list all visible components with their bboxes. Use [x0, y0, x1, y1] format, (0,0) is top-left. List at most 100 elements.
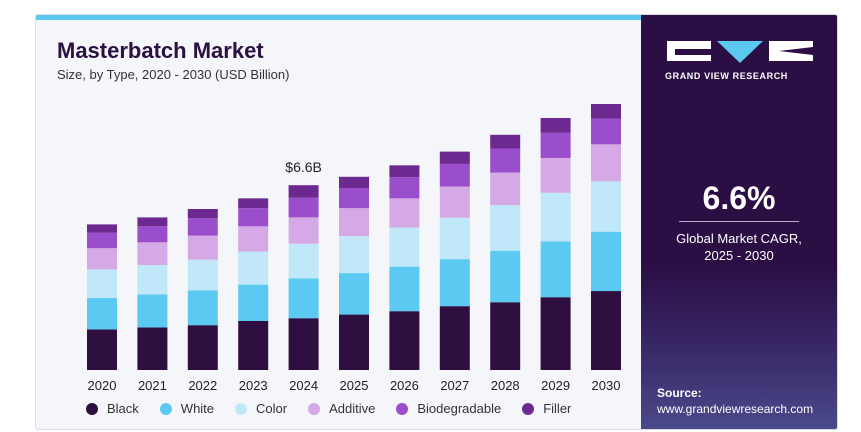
bar-segment-color-2023 [238, 251, 269, 285]
bar-segment-additive-2025 [339, 208, 369, 237]
bar-stack-2023 [238, 198, 269, 370]
legend-label: Additive [329, 401, 376, 416]
bar-segment-filler-2023 [238, 198, 269, 209]
bar-segment-filler-2027 [439, 151, 470, 164]
bar-stack-2025 [339, 176, 369, 370]
bar-segment-additive-2022 [187, 235, 218, 260]
legend-swatch [235, 402, 248, 415]
bar-segment-white-2030 [591, 231, 621, 292]
bar-stack-2022 [187, 209, 218, 370]
stacked-bar-chart: 2020 2021 2022 2023 2024 $6.6B 2025 2026 2027 202… [87, 104, 621, 393]
bar-segment-biodegradable-2023 [238, 208, 269, 227]
bar-stack-2026 [389, 165, 420, 370]
bar-segment-filler-2025 [339, 176, 369, 188]
legend-item-biodegradable: Biodegradable [396, 401, 501, 416]
x-tick-label: 2022 [188, 378, 217, 393]
legend-label: Black [107, 401, 139, 416]
bar-stack-2028 [490, 134, 521, 370]
legend-label: Filler [543, 401, 572, 416]
bar-segment-additive-2023 [238, 226, 269, 252]
bar-segment-white-2026 [389, 266, 420, 312]
legend-item-color: Color [235, 401, 287, 416]
bar-segment-color-2030 [591, 181, 621, 232]
bar-segment-black-2022 [187, 325, 218, 370]
bar-segment-biodegradable-2028 [490, 148, 521, 173]
bar-segment-additive-2030 [591, 144, 621, 182]
legend-label: White [180, 401, 215, 416]
x-tick-label: 2028 [491, 378, 520, 393]
x-tick-label: 2030 [592, 378, 621, 393]
bar-segment-black-2030 [591, 291, 621, 370]
bar-segment-black-2025 [339, 314, 369, 370]
cagr-label: Global Market CAGR, 2025 - 2030 [641, 230, 837, 264]
bar-segment-black-2027 [439, 306, 470, 370]
bar-segment-color-2024 [288, 243, 319, 279]
bar-segment-filler-2028 [490, 134, 521, 149]
bar-segment-filler-2030 [591, 104, 621, 119]
bar-segment-color-2021 [137, 265, 168, 295]
bar-segment-black-2026 [389, 311, 420, 370]
chart-panel: Masterbatch Market Size, by Type, 2020 -… [36, 15, 641, 429]
bar-segment-white-2021 [137, 294, 168, 328]
chart-title: Masterbatch Market [57, 38, 264, 63]
bar-segment-color-2027 [439, 217, 470, 260]
bar-segment-biodegradable-2022 [187, 218, 218, 236]
bar-segment-white-2022 [187, 290, 218, 326]
legend-label: Color [256, 401, 288, 416]
bar-segment-biodegradable-2024 [288, 197, 319, 218]
source-link[interactable]: www.grandviewresearch.com [657, 402, 814, 416]
bar-segment-black-2023 [238, 321, 269, 370]
bar-segment-biodegradable-2021 [137, 226, 168, 243]
bar-segment-biodegradable-2027 [439, 163, 470, 187]
bar-segment-black-2024 [288, 318, 319, 370]
legend-swatch [522, 402, 535, 415]
bar-segment-white-2020 [87, 298, 117, 330]
x-tick-label: 2029 [541, 378, 570, 393]
bar-segment-biodegradable-2026 [389, 177, 420, 199]
legend-swatch [308, 402, 321, 415]
brand-name: GRAND VIEW RESEARCH [665, 71, 788, 81]
source-label: Source: [657, 386, 702, 400]
bar-stack-2027 [439, 151, 470, 370]
bar-segment-color-2026 [389, 227, 420, 267]
bar-segment-filler-2022 [187, 209, 218, 219]
cagr-divider [679, 221, 799, 222]
bar-segment-additive-2028 [490, 172, 521, 206]
bar-segment-filler-2029 [540, 118, 571, 133]
x-tick-label: 2023 [239, 378, 268, 393]
chart-legend: Black White Color Additive Biodegradable Fill… [86, 401, 592, 416]
bar-segment-white-2029 [540, 241, 571, 298]
bar-segment-filler-2021 [137, 217, 168, 227]
bar-segment-color-2025 [339, 236, 369, 274]
x-tick-label: 2027 [440, 378, 469, 393]
bar-stack-2030 [591, 104, 621, 370]
bar-segment-additive-2027 [439, 186, 470, 218]
bar-segment-biodegradable-2030 [591, 118, 621, 145]
bar-segment-biodegradable-2025 [339, 188, 369, 209]
bar-segment-color-2029 [540, 192, 571, 242]
cagr-label-line1: Global Market CAGR, [676, 231, 802, 246]
x-tick-label: 2024 [289, 378, 318, 393]
bar-segment-color-2028 [490, 205, 521, 251]
bar-segment-white-2024 [288, 278, 319, 319]
bar-segment-white-2027 [439, 259, 470, 307]
bar-segment-black-2020 [87, 329, 117, 370]
bar-segment-white-2028 [490, 250, 521, 303]
chart-card: Masterbatch Market Size, by Type, 2020 -… [35, 14, 838, 430]
x-tick-label: 2021 [138, 378, 167, 393]
cagr-value: 6.6% [702, 180, 776, 216]
chart-subtitle: Size, by Type, 2020 - 2030 (USD Billion) [57, 67, 290, 82]
bar-segment-biodegradable-2029 [540, 132, 571, 159]
bar-segment-additive-2020 [87, 248, 117, 270]
bar-segment-color-2020 [87, 269, 117, 299]
x-tick-label: 2020 [88, 378, 117, 393]
legend-item-additive: Additive [308, 401, 375, 416]
bar-segment-biodegradable-2020 [87, 232, 117, 249]
legend-swatch [396, 402, 409, 415]
bar-segment-additive-2029 [540, 158, 571, 193]
bar-segment-color-2022 [187, 259, 218, 291]
bar-stack-2029 [540, 118, 571, 370]
bar-stack-2021 [137, 217, 168, 370]
brand-panel: GRAND VIEW RESEARCH 6.6% Global Market C… [641, 15, 837, 429]
bar-stack-2024 [288, 185, 319, 370]
